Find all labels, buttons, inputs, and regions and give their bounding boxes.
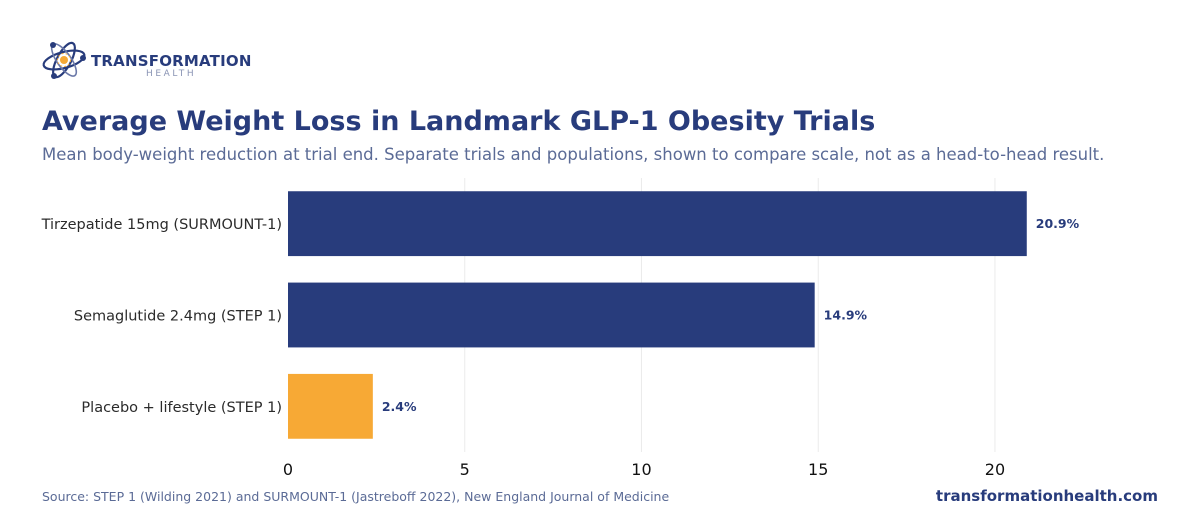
chart-subtitle: Mean body-weight reduction at trial end.… [42,145,1105,164]
atom-orbit-icon [42,41,86,79]
data-label: 2.4% [382,399,417,414]
category-label: Placebo + lifestyle (STEP 1) [81,400,282,416]
x-tick-label: 0 [283,460,293,479]
source-note: Source: STEP 1 (Wilding 2021) and SURMOU… [42,489,670,504]
bar-chart: 0 5 10 15 20 Tirzepatide 15mg (SURMOUNT-1) 20.… [41,178,1080,479]
brand-tagline: HEALTH [146,69,197,79]
x-tick-label: 20 [985,460,1005,479]
brand-logo: TRANSFORMATION HEALTH [40,38,280,86]
site-link[interactable]: transformationhealth.com [935,487,1158,505]
category-label: Semaglutide 2.4mg (STEP 1) [74,309,282,325]
bar [288,373,373,439]
x-tick-label: 5 [460,460,470,479]
x-tick-label: 15 [808,460,828,479]
data-label: 20.9% [1036,216,1080,231]
category-label: Tirzepatide 15mg (SURMOUNT-1) [41,217,282,233]
x-tick-label: 10 [631,460,651,479]
bar [288,282,815,348]
data-label: 14.9% [824,308,868,323]
bar [288,191,1027,257]
brand-name: TRANSFORMATION [91,52,252,70]
chart-title: Average Weight Loss in Landmark GLP-1 Ob… [42,106,876,137]
